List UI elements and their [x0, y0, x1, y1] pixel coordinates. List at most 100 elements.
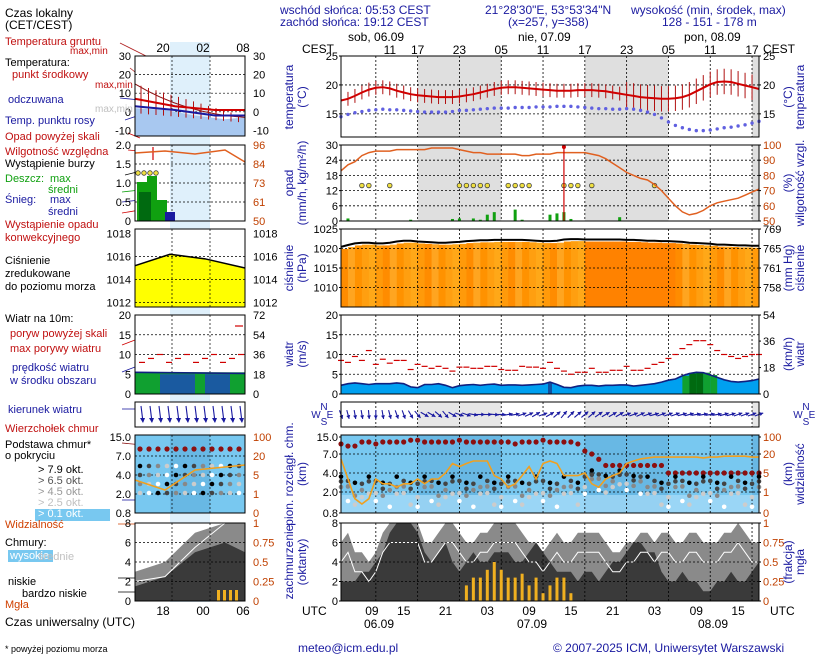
cloud-top-dot — [617, 462, 623, 469]
wind-dir-arrowhead — [409, 414, 413, 419]
legend-time-title: Czas lokalny — [5, 6, 73, 20]
legend-cloud-top-dot — [173, 446, 179, 452]
pressure-heat-col — [577, 241, 586, 307]
legend-cloud-top-dot — [218, 446, 224, 452]
legend-cb-left-tick-2: 4.0 — [116, 470, 131, 482]
wind-dir-arrowhead — [438, 413, 442, 418]
cloud-base-dot — [505, 479, 511, 484]
humidity-right-unit: (%) — [781, 174, 795, 193]
wind-mean-line — [340, 371, 760, 389]
cloud-base-dot — [436, 480, 441, 486]
wind-right-tick-1: 36 — [763, 336, 775, 348]
footer-email[interactable]: meteo@icm.edu.pl — [298, 641, 399, 655]
elevation-title: wysokość (min, środek, max) — [631, 3, 786, 17]
cloud-base-dot — [450, 479, 455, 484]
pressure-heat-col — [487, 242, 495, 307]
cloud-top-dot — [561, 439, 567, 445]
wind-dir-arrowhead — [661, 412, 666, 416]
utc-right: UTC — [770, 604, 795, 618]
legend-dir-arrowhead — [203, 418, 208, 423]
legend-rh-right-tick-4: 50 — [253, 216, 265, 228]
day1-label: sob, 06.09 — [348, 30, 404, 44]
pressure-heat-col — [591, 241, 600, 307]
cloud-top-dot — [547, 439, 553, 445]
legend-rain-max-bar2 — [147, 176, 157, 221]
legend-pres-left-tick-3: 1012 — [107, 297, 131, 309]
day2-label: nie, 07.09 — [518, 30, 571, 44]
cloud-top-dot — [658, 462, 665, 469]
cloud-top-dot — [394, 439, 400, 445]
legend-label-40: bardzo niskie — [22, 588, 87, 600]
legend-time-sub: (CET/CEST) — [5, 18, 72, 32]
wind-dir-arrowhead — [549, 412, 554, 416]
cloudbase-low-band — [341, 495, 759, 513]
cloud-base-dot — [749, 481, 755, 487]
visibility-right-tick-0: 100 — [763, 432, 781, 444]
legend-label-43: * powyżej poziomu morza — [5, 644, 108, 654]
legend-storm-marker — [135, 170, 141, 176]
dew-point-dot — [680, 126, 685, 130]
legend-cloud-base-dot — [137, 490, 143, 496]
legend-cc-left-tick-4: 0 — [125, 596, 131, 608]
cloud-base-dot — [721, 504, 727, 510]
legend-bottom-hour-2: 06 — [236, 604, 250, 618]
cloud-base-dot — [478, 484, 483, 490]
precip-bar — [555, 213, 559, 221]
dew-point-dot — [513, 105, 517, 110]
dew-point-dot — [429, 110, 434, 114]
dew-point-dot — [597, 106, 601, 111]
legend-label-9: Wilgotność względna — [5, 146, 109, 158]
temp-left-tick-1: 20 — [326, 80, 338, 92]
dew-point-dot — [471, 108, 476, 112]
precip-panel-night-2 — [752, 145, 759, 221]
dew-point-dot — [388, 108, 392, 112]
legend-cloud-base-dot — [209, 490, 215, 496]
cloud-base-dot — [680, 498, 685, 504]
cloud-top-dot — [721, 470, 727, 476]
cloud-base-dot — [666, 504, 671, 510]
utc-left: UTC — [302, 604, 327, 618]
cloud-top-dot — [449, 439, 456, 445]
legend-label-21: do poziomu morza — [5, 281, 96, 293]
precip-bar — [492, 212, 496, 221]
fog-bar — [506, 577, 510, 601]
precip-bar — [457, 218, 461, 221]
visibility-right-label: widzialność — [793, 443, 807, 505]
dew-point-dot — [360, 109, 364, 114]
cloud-base-dot — [387, 487, 393, 493]
legend-label-25: prędkość wiatru — [12, 362, 89, 374]
pressure-right-label: ciśnienie — [793, 244, 807, 291]
wind-strong-col — [703, 372, 711, 394]
cloud-top-dot — [742, 470, 748, 476]
dew-point-dot — [402, 108, 406, 113]
dew-point-dot — [666, 120, 671, 124]
wind-dir-arrowhead — [466, 413, 471, 417]
cloud-base-dot — [659, 480, 664, 486]
compass-left-e: E — [327, 410, 334, 421]
cloud-base-dot — [582, 491, 588, 497]
cloud-base-dot — [714, 480, 720, 486]
legend-label-36: Widzialność — [5, 519, 64, 531]
cloud-base-dot — [436, 493, 441, 499]
pressure-heat-col — [354, 245, 363, 307]
cloudbase-panel-border — [340, 434, 760, 514]
pressure-heat-col — [570, 241, 579, 307]
legend-cloud-base-dot — [155, 481, 161, 487]
storm-marker — [505, 182, 511, 189]
cloud-base-dot — [561, 491, 567, 497]
pressure-heat-col — [710, 245, 718, 307]
cest-right: CEST — [763, 42, 796, 56]
precip-bar — [520, 219, 524, 221]
compass-right-e: E — [809, 410, 816, 421]
bottom-hour-0: 09 — [365, 604, 379, 618]
precip-right-tick-3: 70 — [763, 186, 775, 198]
cloud-base-dot — [485, 490, 490, 496]
legend-label-7: Temp. punktu rosy — [5, 115, 95, 127]
dew-point-dot — [457, 108, 462, 113]
legend-cloud-base-dot — [191, 463, 197, 469]
dew-point-dot — [478, 107, 483, 111]
legend-cloud-base-dot — [191, 490, 197, 496]
legend-leader-10 — [121, 339, 136, 346]
cloud-base-dot — [589, 472, 595, 478]
bottom-hour-7: 03 — [648, 604, 662, 618]
